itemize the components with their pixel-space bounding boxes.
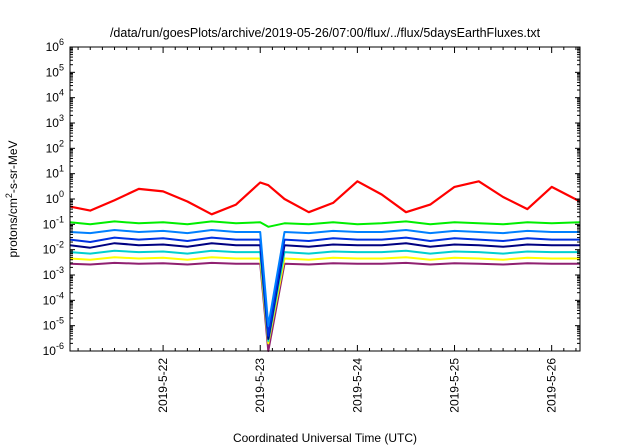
series-line-6 <box>69 249 580 342</box>
series-line-7 <box>69 256 580 345</box>
series-line-8 <box>69 261 580 352</box>
y-tick-label: 10-5 <box>43 316 64 333</box>
x-tick-label: 2019-5-22 <box>156 358 170 413</box>
y-axis-label-sup: 2 <box>4 193 14 198</box>
y-tick-label-exp: 4 <box>59 88 64 98</box>
y-tick-label-base: 10 <box>43 268 57 282</box>
y-axis-label-pre: protons/cm <box>6 198 20 257</box>
x-tick-label: 2019-5-24 <box>350 358 364 413</box>
series-line-3 <box>69 229 580 327</box>
x-axis-label: Coordinated Universal Time (UTC) <box>233 431 417 445</box>
y-tick-label-exp: -6 <box>56 341 64 351</box>
y-tick-label-base: 10 <box>46 40 60 54</box>
y-tick-label-base: 10 <box>46 65 60 79</box>
y-tick-label: 104 <box>46 88 64 105</box>
series-layer <box>69 180 581 352</box>
y-tick-label: 10-1 <box>43 214 64 231</box>
series-line-5 <box>69 242 580 340</box>
y-tick-label: 106 <box>46 37 64 54</box>
y-tick-label: 10-2 <box>43 240 64 257</box>
y-tick-label-exp: -2 <box>56 240 64 250</box>
y-tick-label-base: 10 <box>43 293 57 307</box>
x-tick-label: 2019-5-26 <box>545 358 559 413</box>
y-tick-label: 10-3 <box>43 265 64 282</box>
y-tick-label-exp: 6 <box>59 37 64 47</box>
x-tick-label: 2019-5-25 <box>448 358 462 413</box>
y-tick-label-exp: -5 <box>56 316 64 326</box>
y-tick-label-base: 10 <box>43 319 57 333</box>
series-line-4 <box>69 236 580 337</box>
series-line-2 <box>69 220 581 228</box>
y-tick-label-base: 10 <box>46 192 60 206</box>
y-tick-label: 10-4 <box>43 290 64 307</box>
plot-frame <box>69 46 581 352</box>
y-tick-label: 105 <box>46 62 64 79</box>
chart-title: /data/run/goesPlots/archive/2019-05-26/0… <box>110 26 541 40</box>
y-tick-label-base: 10 <box>43 344 57 358</box>
x-tick-label: 2019-5-23 <box>253 358 267 413</box>
y-tick-label-base: 10 <box>46 141 60 155</box>
y-tick-label-base: 10 <box>43 243 57 257</box>
y-tick-label-exp: -1 <box>56 214 64 224</box>
x-axis: 2019-5-22 2019-5-23 2019-5-24 2019-5-25 2019… <box>77 47 577 413</box>
y-tick-label-exp: 1 <box>59 164 64 174</box>
y-tick-label-exp: 3 <box>59 113 64 123</box>
y-tick-label: 100 <box>46 189 64 206</box>
y-tick-label: 102 <box>46 138 64 155</box>
y-tick-label: 10-6 <box>43 341 64 358</box>
series-line-1 <box>69 180 581 216</box>
y-tick-label-base: 10 <box>46 167 60 181</box>
y-tick-label-exp: 5 <box>59 62 64 72</box>
y-axis: 10-610-510-410-310-210-11001011021031041… <box>43 37 580 358</box>
y-tick-label-exp: -4 <box>56 290 64 300</box>
y-tick-label-exp: 0 <box>59 189 64 199</box>
y-tick-label-base: 10 <box>46 116 60 130</box>
y-axis-label: protons/cm2-s-sr-MeV <box>4 140 20 257</box>
y-tick-label-base: 10 <box>43 217 57 231</box>
y-tick-label-exp: 2 <box>59 138 64 148</box>
y-tick-label-base: 10 <box>46 91 60 105</box>
y-tick-label-exp: -3 <box>56 265 64 275</box>
y-axis-label-post: -s-sr-MeV <box>6 140 20 193</box>
y-tick-label: 101 <box>46 164 64 181</box>
y-tick-label: 103 <box>46 113 64 130</box>
